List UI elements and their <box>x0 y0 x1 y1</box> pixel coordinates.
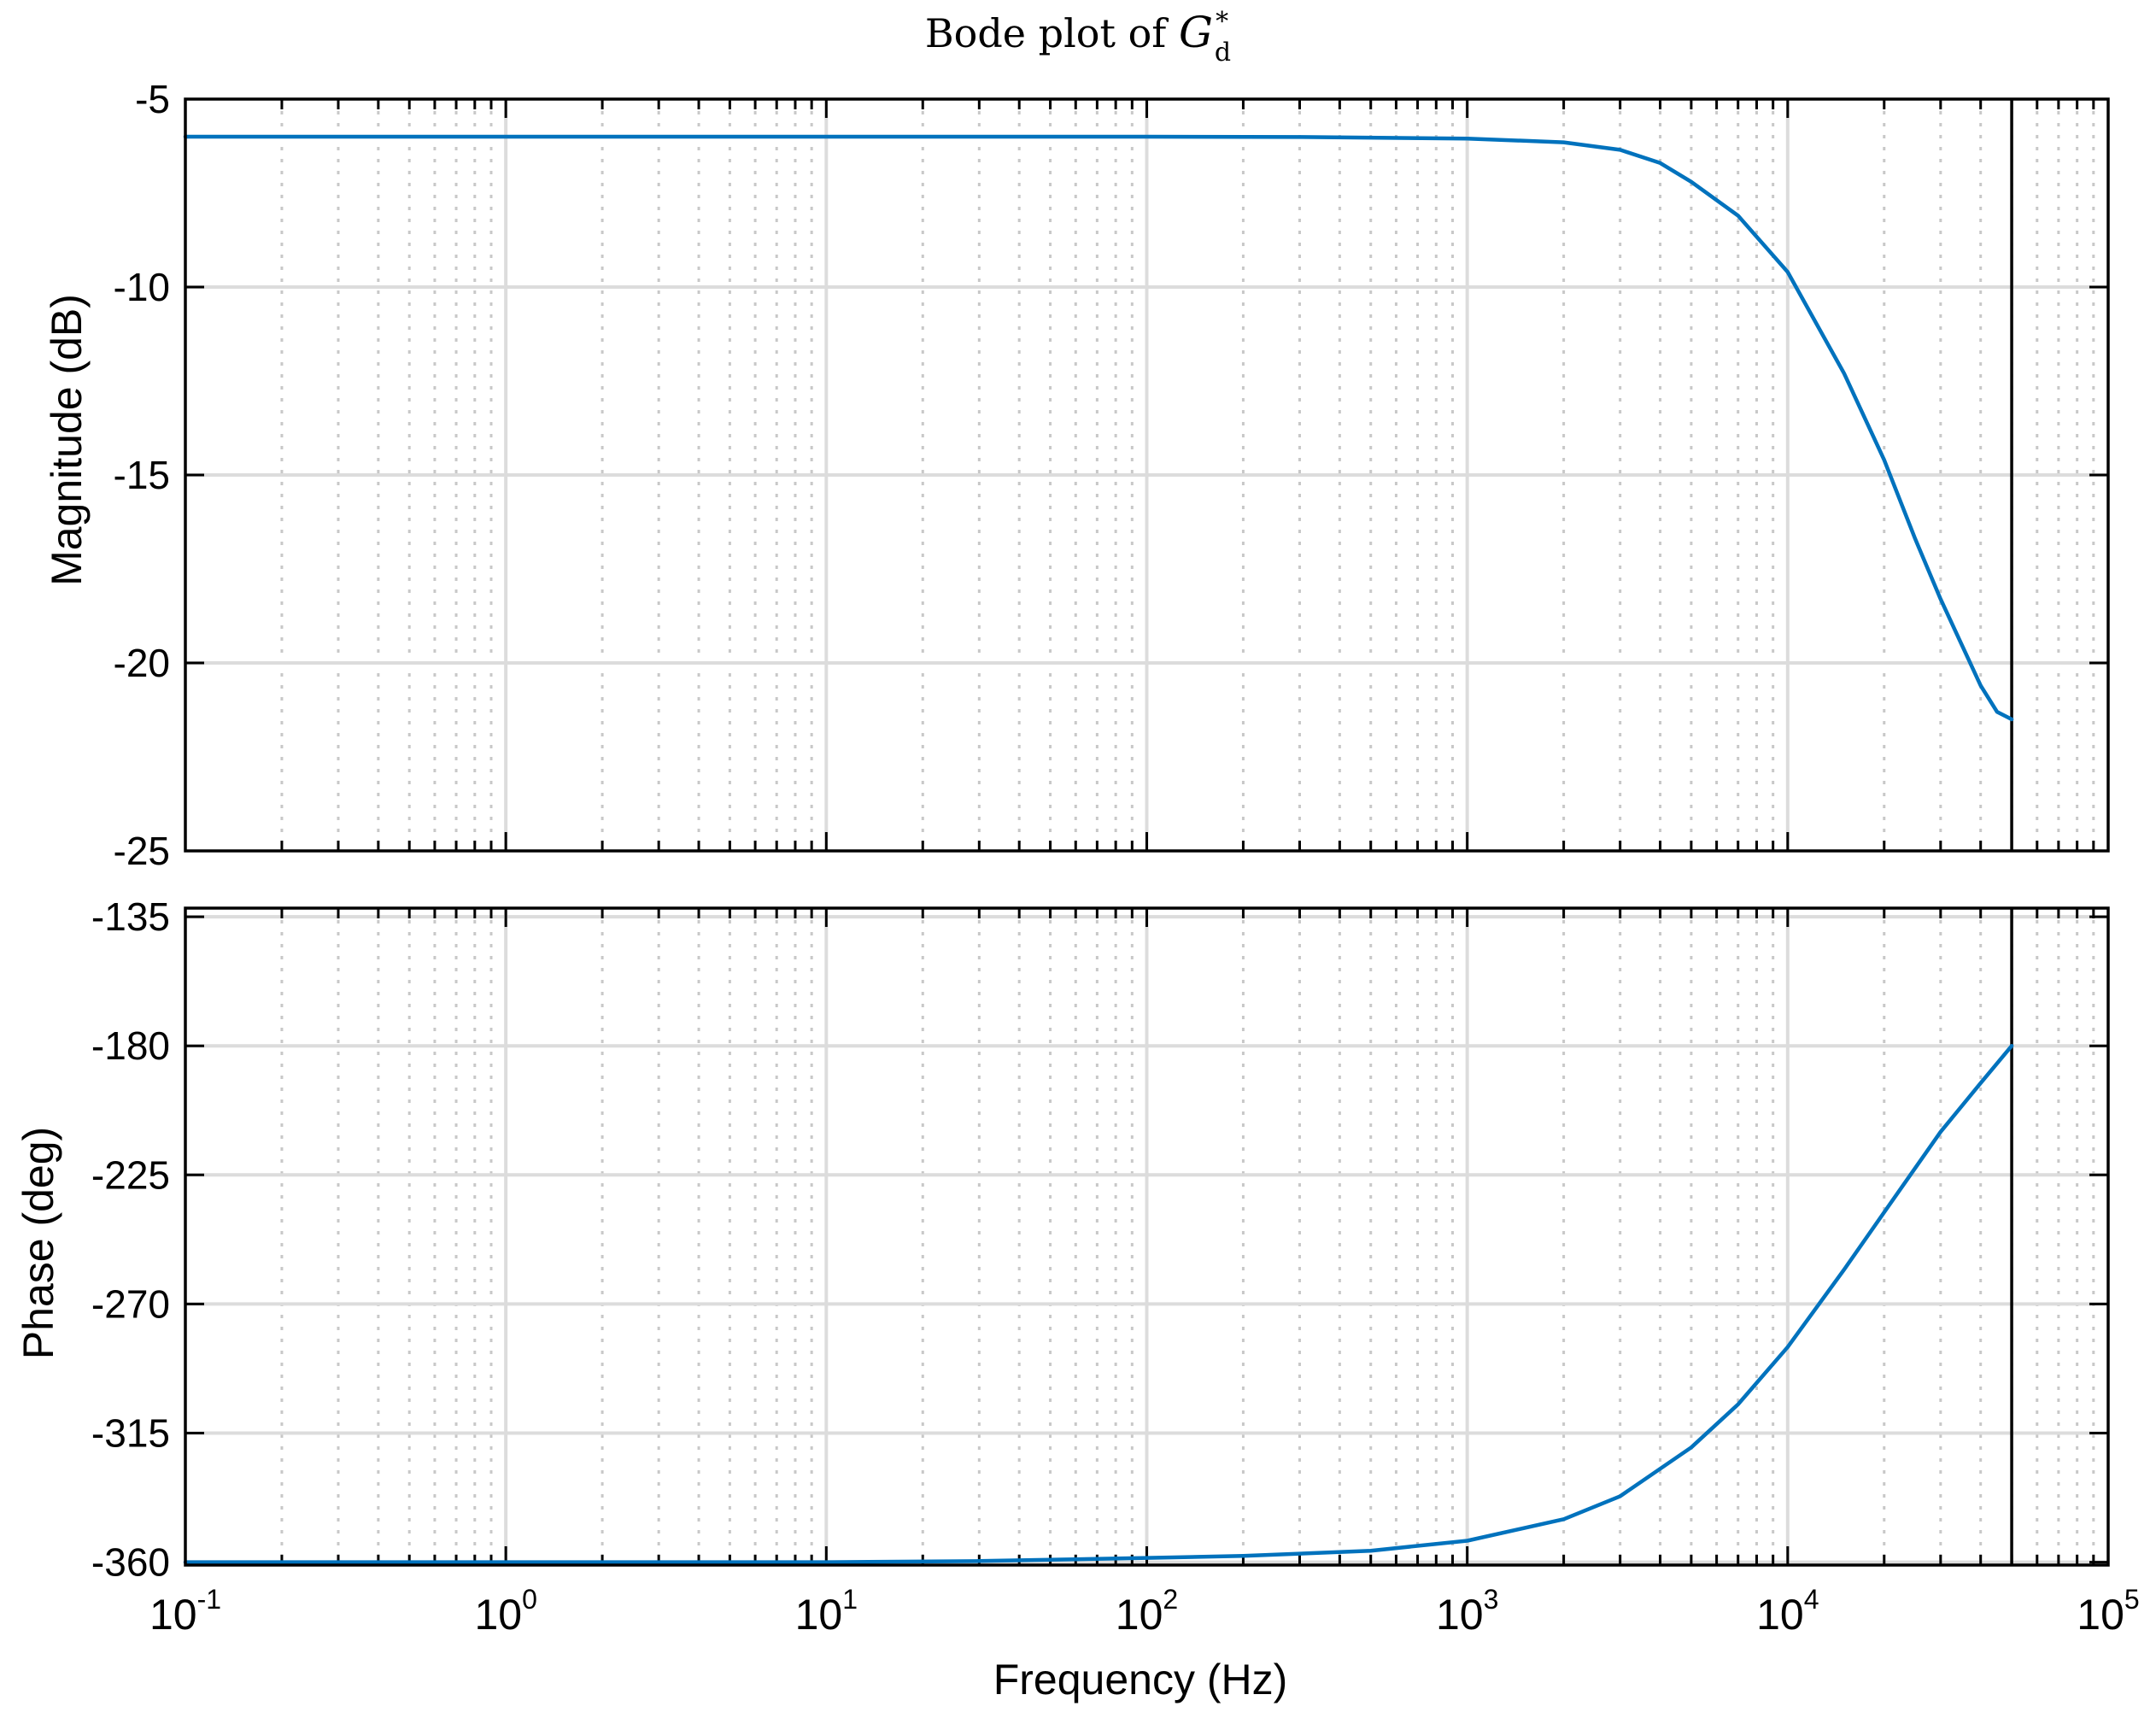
phase-series-line <box>183 1043 2014 1564</box>
x-tick-label: 104 <box>1756 1584 1819 1639</box>
magnitude-y-tick-label: -15 <box>114 453 170 497</box>
phase-panel: -135 -180 -225 -270 -315 -360 <box>91 894 2110 1585</box>
x-tick-labels: 10-1 100 101 102 103 104 105 <box>149 1584 2140 1639</box>
magnitude-y-tick-label: -25 <box>114 829 170 873</box>
magnitude-y-tick-label: -10 <box>114 265 170 309</box>
magnitude-y-tick-label: -20 <box>114 641 170 685</box>
phase-y-tick-label: -135 <box>91 894 170 939</box>
x-tick-label: 100 <box>474 1584 536 1639</box>
x-tick-label: 102 <box>1116 1584 1178 1639</box>
frequency-axis-label: Frequency (Hz) <box>993 1656 1288 1703</box>
magnitude-series-line <box>183 134 2014 722</box>
phase-y-tick-label: -315 <box>91 1411 170 1456</box>
chart-title-symbol: G <box>1179 8 1213 57</box>
phase-axes-frame <box>184 906 2110 1567</box>
phase-y-tick-label: -360 <box>91 1540 170 1585</box>
chart-title-text: Bode plot of <box>925 10 1179 56</box>
chart-title: Bode plot of Gd* <box>925 7 1231 67</box>
chart-title-superscript: * <box>1216 7 1228 37</box>
phase-y-tick-label: -180 <box>91 1023 170 1068</box>
phase-y-tick-label: -225 <box>91 1152 170 1197</box>
magnitude-panel: -5 -10 -15 -20 -25 <box>114 77 2110 873</box>
phase-axis-label: Phase (deg) <box>15 1127 62 1359</box>
x-tick-label: 101 <box>795 1584 858 1639</box>
chart-title-subscript: d <box>1215 38 1231 67</box>
magnitude-axis-label: Magnitude (dB) <box>43 294 91 586</box>
magnitude-y-tick-label: -5 <box>135 77 170 121</box>
phase-y-tick-label: -270 <box>91 1281 170 1326</box>
x-tick-label: 105 <box>2077 1584 2139 1639</box>
magnitude-axes-frame <box>184 97 2110 853</box>
x-tick-label: 103 <box>1436 1584 1498 1639</box>
x-tick-label: 10-1 <box>149 1584 221 1639</box>
